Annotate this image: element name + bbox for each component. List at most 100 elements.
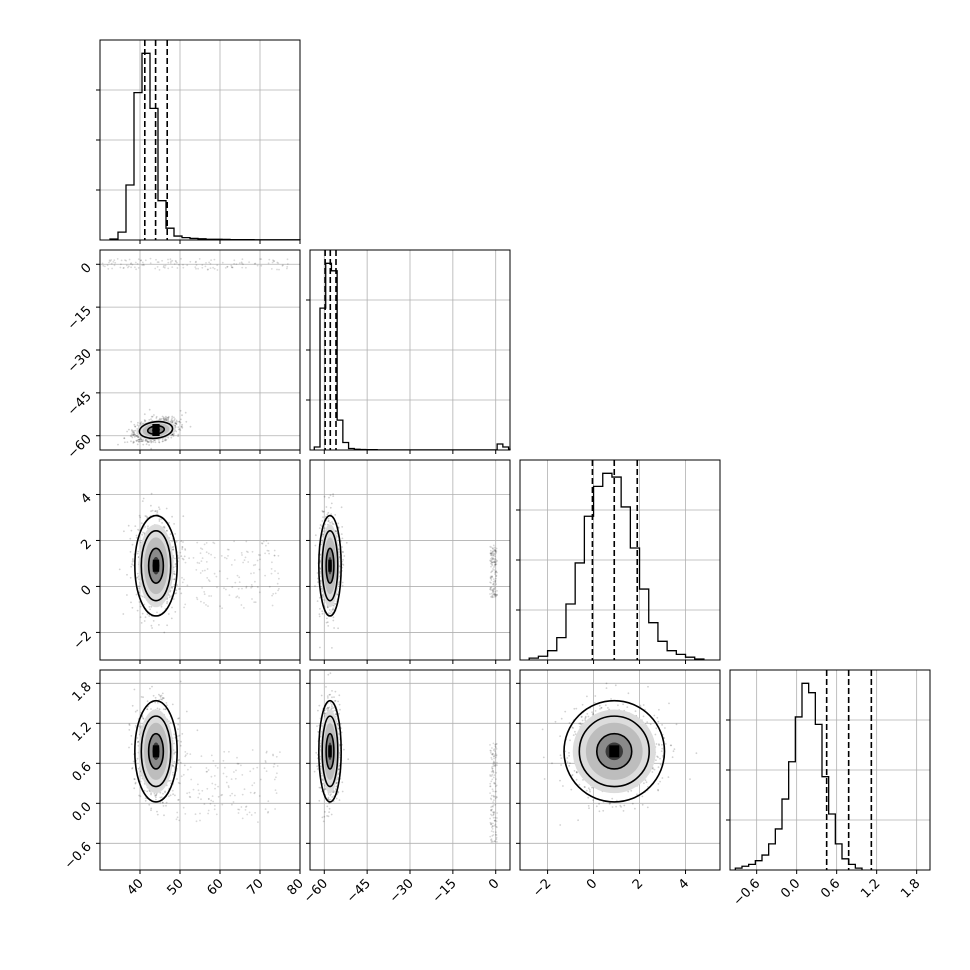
scatter-point: [207, 812, 210, 815]
scatter-point: [220, 794, 223, 797]
scatter-point: [210, 595, 213, 597]
scatter-point: [140, 440, 142, 443]
scatter-point: [243, 607, 245, 609]
scatter-point: [197, 789, 200, 792]
scatter-point: [171, 606, 173, 609]
scatter-point: [163, 265, 165, 267]
scatter-point: [330, 502, 333, 505]
scatter-point: [146, 790, 149, 793]
scatter-point: [227, 555, 229, 557]
scatter-point: [491, 589, 493, 591]
scatter-point: [315, 751, 318, 754]
scatter-point: [150, 441, 153, 444]
scatter-point: [142, 439, 145, 441]
scatter-point: [155, 415, 158, 418]
scatter-point: [223, 750, 226, 753]
scatter-point: [130, 529, 133, 532]
scatter-point: [226, 265, 229, 268]
scatter-point: [178, 717, 181, 719]
scatter-point: [130, 435, 133, 437]
scatter-point: [136, 757, 139, 760]
scatter-point: [260, 264, 263, 267]
scatter-point: [327, 707, 330, 710]
scatter-point: [326, 621, 329, 624]
scatter-point: [213, 808, 216, 811]
scatter-point: [492, 583, 495, 585]
scatter-point: [237, 808, 240, 811]
scatter-point: [141, 440, 144, 443]
scatter-point: [264, 574, 266, 577]
scatter-point: [493, 593, 496, 596]
scatter-point: [331, 796, 334, 798]
scatter-point: [489, 577, 492, 579]
scatter-point: [172, 548, 175, 551]
scatter-point: [491, 561, 494, 563]
scatter-point: [264, 552, 266, 555]
scatter-point: [490, 586, 493, 589]
scatter-point: [173, 432, 175, 435]
scatter-point: [194, 261, 197, 264]
scatter-point: [205, 604, 207, 606]
scatter-point: [173, 523, 176, 525]
scatter-point: [338, 581, 340, 584]
scatter-point: [242, 561, 245, 564]
scatter-point: [132, 432, 135, 434]
scatter-point: [134, 710, 137, 713]
scatter-point: [177, 717, 180, 720]
scatter-point: [493, 558, 496, 561]
scatter-point: [210, 259, 213, 261]
scatter-point: [183, 555, 186, 558]
scatter-point: [234, 777, 237, 780]
scatter-point: [200, 755, 203, 758]
scatter-point: [150, 415, 153, 418]
scatter-point: [331, 705, 333, 708]
scatter-point: [155, 796, 157, 799]
scatter-point: [494, 571, 496, 574]
scatter-point: [277, 262, 280, 264]
scatter-point: [140, 259, 143, 262]
scatter-point: [139, 795, 142, 798]
scatter-point: [141, 261, 144, 264]
scatter-point: [493, 593, 495, 596]
scatter-point: [161, 440, 164, 443]
scatter-point: [340, 506, 343, 509]
scatter-point: [147, 441, 150, 443]
scatter-point: [489, 588, 492, 591]
scatter-point: [133, 433, 136, 436]
scatter-point: [177, 799, 179, 801]
scatter-point: [173, 570, 176, 573]
scatter-point: [270, 268, 273, 270]
scatter-point: [181, 548, 184, 550]
scatter-point: [168, 795, 170, 798]
scatter-point: [254, 580, 256, 583]
scatter-point: [494, 594, 497, 596]
scatter-point: [314, 534, 317, 537]
scatter-point: [182, 806, 185, 809]
scatter-point: [273, 778, 276, 781]
scatter-point: [134, 429, 137, 432]
scatter-point: [494, 594, 496, 597]
scatter-point: [226, 548, 229, 551]
scatter-point: [316, 572, 319, 574]
scatter-point: [198, 562, 201, 564]
scatter-point: [495, 571, 498, 573]
scatter-point: [182, 263, 184, 266]
scatter-point: [164, 264, 167, 267]
scatter-point: [152, 441, 155, 443]
scatter-point: [171, 417, 174, 419]
scatter-point: [222, 759, 225, 762]
scatter-point: [132, 433, 134, 436]
scatter-point: [189, 766, 192, 768]
scatter-point: [186, 264, 189, 267]
scatter-point: [233, 262, 236, 265]
scatter-point: [156, 261, 159, 263]
scatter-point: [177, 782, 180, 784]
scatter-point: [122, 613, 125, 615]
scatter-point: [490, 560, 493, 563]
scatter-point: [165, 801, 168, 804]
scatter-point: [249, 770, 252, 773]
scatter-point: [231, 266, 233, 269]
scatter-point: [137, 767, 140, 770]
scatter-point: [342, 551, 344, 554]
scatter-point: [133, 787, 136, 790]
